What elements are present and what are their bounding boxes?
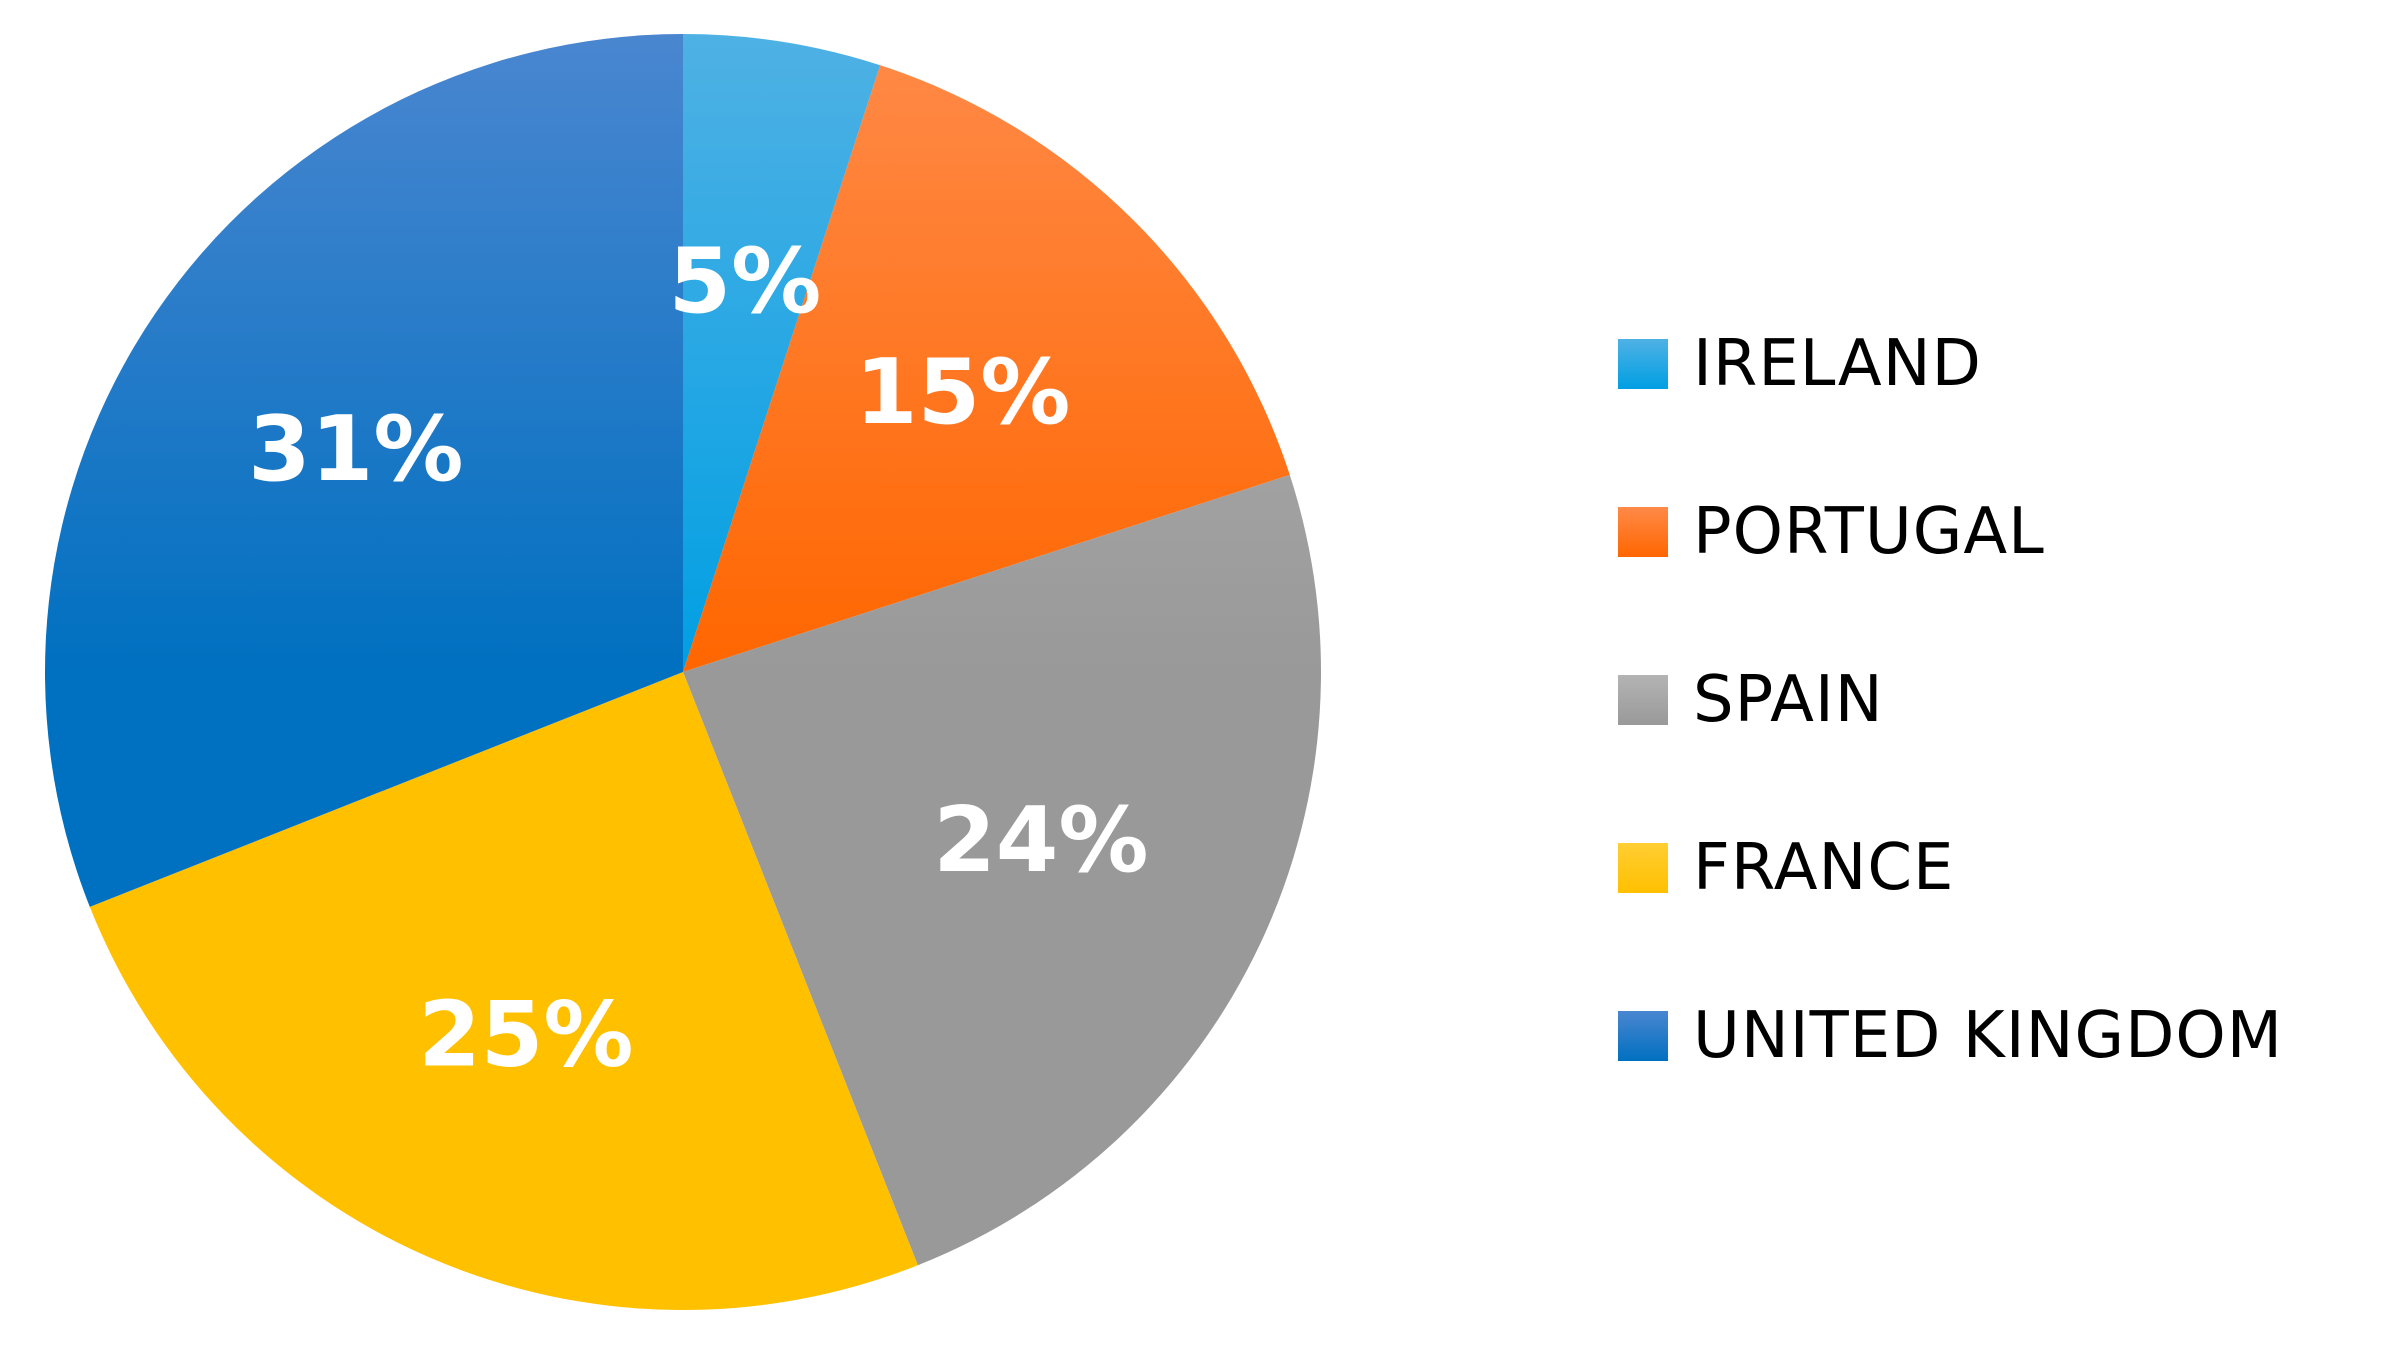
legend-item-united-kingdom: UNITED KINGDOM [1618,952,2378,1120]
legend-swatch-united-kingdom [1618,1011,1668,1061]
data-label-spain: 24% [933,788,1148,893]
legend-swatch-portugal [1618,507,1668,557]
pie-slice-ireland [683,34,881,672]
legend-swatch-ireland [1618,339,1668,389]
legend-label-united-kingdom: UNITED KINGDOM [1693,999,2283,1073]
legend-swatch-france [1618,843,1668,893]
pie-slice-united-kingdom [44,34,683,907]
data-label-ireland: 5% [668,229,821,334]
data-label-france: 25% [418,983,633,1088]
pie-slice-spain [683,474,1321,1266]
legend-item-ireland: IRELAND [1618,280,2378,448]
legend-label-ireland: IRELAND [1693,327,1982,401]
legend-item-portugal: PORTUGAL [1618,448,2378,616]
pie-slice-france [89,672,918,1311]
pie-slice-portugal [683,65,1290,673]
legend-swatch-spain [1618,675,1668,725]
data-label-portugal: 15% [855,340,1070,445]
pie-slices [44,34,1321,1311]
legend-item-france: FRANCE [1618,784,2378,952]
legend: IRELAND PORTUGAL SPAIN FRANCE UNITED KIN… [1618,280,2378,1120]
data-label-united-kingdom: 31% [248,397,463,502]
legend-label-spain: SPAIN [1693,663,1884,737]
pie-data-labels: 5% 15% 24% 25% 31% [248,229,1149,1088]
legend-item-spain: SPAIN [1618,616,2378,784]
legend-label-france: FRANCE [1693,831,1955,905]
legend-label-portugal: PORTUGAL [1693,495,2045,569]
